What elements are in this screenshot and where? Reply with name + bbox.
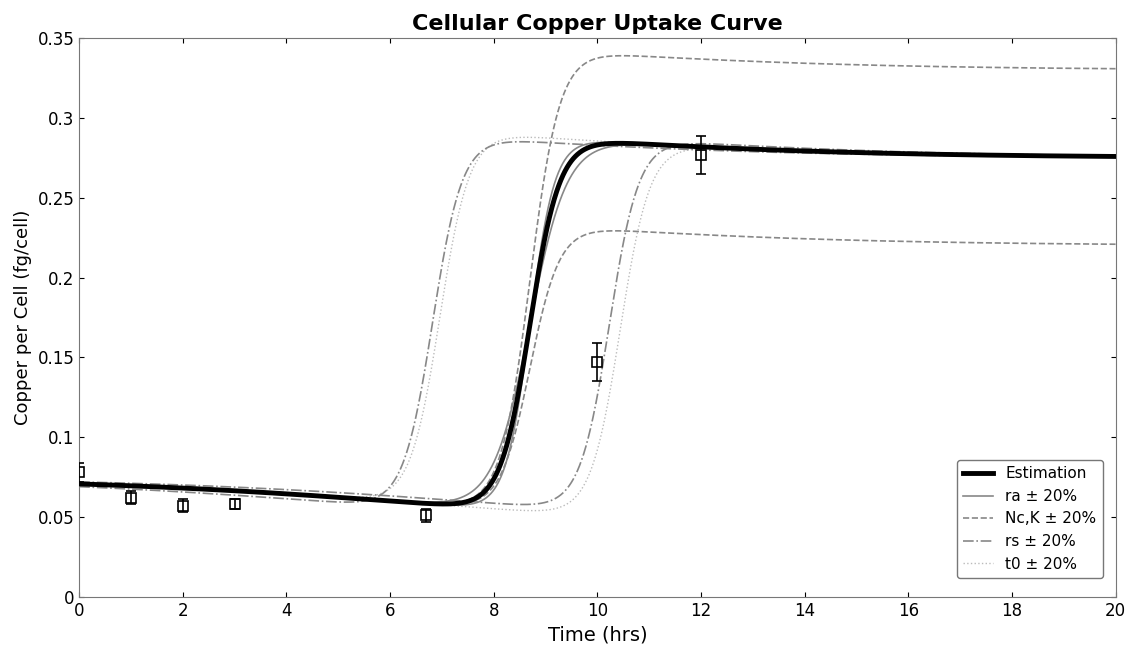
ra ± 20% (252, 488, 266, 496)
ra ± 20% (600, 138, 613, 146)
Legend: Estimation, ra ± 20%, Nc,K ± 20%, rs ± 20%, t0 ± 20%: Estimation, ra ± 20%, Nc,K ± 20%, rs ± 2… (956, 460, 1102, 578)
Line: rs ± 20%: rs ± 20% (79, 143, 1116, 505)
Estimation (470, 494, 483, 501)
ra ± 20% (1109, 153, 1123, 161)
ra ± 20% (470, 499, 483, 507)
Nc,K ± 20% (1109, 64, 1123, 72)
Line: ra ± 20%: ra ± 20% (79, 142, 1116, 505)
rs ± 20% (514, 501, 528, 509)
rs ± 20% (1109, 152, 1123, 160)
ra ± 20% (977, 151, 991, 159)
Estimation (977, 151, 991, 159)
t0 ± 20% (190, 485, 204, 493)
rs ± 20% (516, 501, 530, 509)
t0 ± 20% (470, 157, 483, 165)
ra ± 20% (449, 501, 463, 509)
Nc,K ± 20% (616, 52, 629, 60)
Estimation (515, 370, 529, 378)
Estimation (252, 488, 266, 496)
t0 ± 20% (252, 488, 266, 496)
Estimation (1109, 153, 1123, 161)
rs ± 20% (692, 139, 706, 147)
Estimation (1089, 153, 1102, 161)
X-axis label: Time (hrs): Time (hrs) (547, 625, 648, 644)
t0 ± 20% (347, 494, 360, 501)
t0 ± 20% (977, 151, 991, 159)
Estimation (190, 485, 204, 493)
Y-axis label: Copper per Cell (fg/cell): Copper per Cell (fg/cell) (14, 210, 32, 425)
Nc,K ± 20% (515, 338, 529, 345)
Nc,K ± 20% (470, 491, 483, 499)
ra ± 20% (190, 485, 204, 493)
Estimation (438, 500, 451, 508)
t0 ± 20% (1109, 153, 1123, 161)
Nc,K ± 20% (72, 480, 86, 488)
Nc,K ± 20% (977, 63, 991, 71)
Nc,K ± 20% (252, 488, 266, 496)
t0 ± 20% (515, 134, 529, 141)
ra ± 20% (72, 480, 86, 488)
t0 ± 20% (520, 134, 534, 141)
rs ± 20% (190, 482, 204, 490)
rs ± 20% (252, 484, 266, 492)
Estimation (612, 139, 626, 147)
t0 ± 20% (72, 480, 86, 488)
t0 ± 20% (1089, 153, 1102, 161)
rs ± 20% (72, 478, 86, 486)
Line: Estimation: Estimation (79, 143, 1116, 504)
ra ± 20% (515, 379, 529, 387)
Estimation (72, 480, 86, 488)
rs ± 20% (1089, 151, 1102, 159)
Title: Cellular Copper Uptake Curve: Cellular Copper Uptake Curve (412, 14, 783, 34)
Line: Nc,K ± 20%: Nc,K ± 20% (79, 56, 1116, 504)
ra ± 20% (1089, 153, 1102, 161)
Nc,K ± 20% (190, 485, 204, 493)
Line: t0 ± 20%: t0 ± 20% (79, 138, 1116, 497)
rs ± 20% (470, 498, 483, 506)
rs ± 20% (977, 150, 991, 158)
Nc,K ± 20% (434, 500, 448, 508)
Nc,K ± 20% (1089, 64, 1102, 72)
